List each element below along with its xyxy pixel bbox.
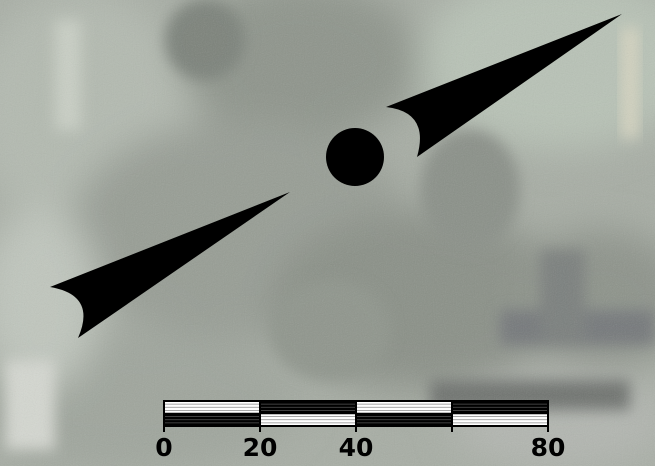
scale-bar-label-0: 0	[155, 433, 172, 462]
scale-bar-label-40: 40	[339, 433, 374, 462]
north-arrow-upper-spear	[386, 14, 622, 157]
north-arrow-icon	[50, 14, 622, 338]
scale-bar-label-20: 20	[243, 433, 278, 462]
scale-bar-label-80: 80	[531, 433, 566, 462]
north-arrow-lower-spear	[50, 192, 290, 338]
scale-bar: 0 20 40 80	[155, 400, 566, 462]
north-arrow-center-dot	[326, 128, 384, 186]
